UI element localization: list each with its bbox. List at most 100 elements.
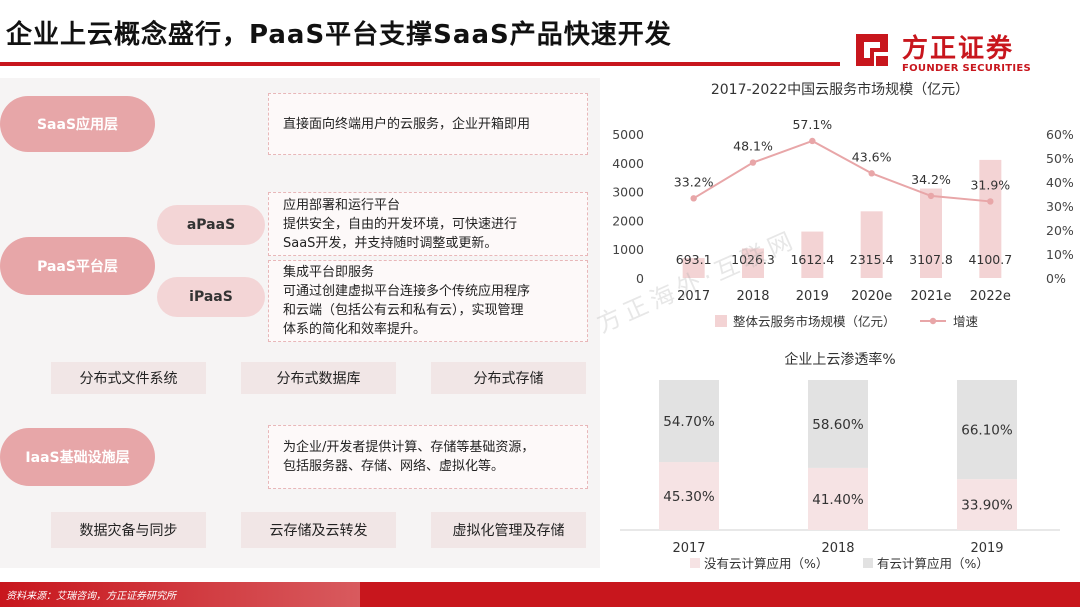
apaas-desc-box: 应用部署和运行平台 提供安全，自由的开发环境，可快速进行 SaaS开发，并支持随… <box>268 192 588 256</box>
y-right-tick-label: 20% <box>1046 223 1074 238</box>
bar-value-label: 3107.8 <box>909 252 953 267</box>
segment-value-label: 41.40% <box>812 492 864 508</box>
bar-value-label: 2315.4 <box>850 252 894 267</box>
apaas-desc-line: 应用部署和运行平台 <box>283 197 401 213</box>
iaas-desc-box: 为企业/开发者提供计算、存储等基础资源， 包括服务器、存储、网络、虚拟化等。 <box>268 425 588 489</box>
legend-swatch-bar <box>715 315 727 327</box>
y-right-tick-label: 10% <box>1046 247 1074 262</box>
growth-point <box>690 195 697 202</box>
saas-layer-label: SaaS应用层 <box>36 117 119 133</box>
segment-value-label: 66.10% <box>961 423 1013 439</box>
cloud-market-size-chart: 2017-2022中国云服务市场规模（亿元） 0 1000 2000 3000 4000 5… <box>612 81 1074 329</box>
stacked-bar-segment <box>957 479 1017 530</box>
segment-value-label: 54.70% <box>663 414 715 430</box>
apaas-label: aPaaS <box>186 217 236 233</box>
stacked-bar-segment <box>957 380 1017 480</box>
segment-value-label: 45.30% <box>663 489 715 505</box>
chart-title: 企业上云渗透率% <box>784 351 895 368</box>
x-tick-label: 2017 <box>677 289 710 304</box>
y-left-tick-label: 3000 <box>612 185 644 200</box>
iaas-tag: 数据灾备与同步 <box>51 512 206 548</box>
footer-gradient <box>0 582 360 607</box>
logo-cn-text: 方正证券 <box>902 34 1015 64</box>
y-right-tick-label: 60% <box>1046 127 1074 142</box>
paas-tag: 分布式文件系统 <box>51 362 206 394</box>
legend-label: 整体云服务市场规模（亿元） <box>733 314 896 329</box>
apaas-pill: aPaaS <box>157 205 265 245</box>
growth-point <box>927 192 935 200</box>
legend-label: 没有云计算应用（%） <box>704 556 828 571</box>
y-left-tick-label: 4000 <box>612 156 644 171</box>
growth-point <box>749 159 757 166</box>
growth-value-label: 33.2% <box>674 174 714 189</box>
ipaas-desc-line: 和云端（包括公有云和私有云），实现管理 <box>283 303 524 318</box>
bar-value-label: 1612.4 <box>790 252 834 267</box>
growth-line <box>693 139 991 203</box>
growth-value-label: 34.2% <box>911 172 951 187</box>
page-title: 企业上云概念盛行，PaaS平台支撑SaaS产品快速开发 <box>6 20 672 50</box>
x-tick-label: 2019 <box>796 289 829 304</box>
segment-value-label: 58.60% <box>812 417 864 433</box>
iaas-tag: 云存储及云转发 <box>241 512 396 548</box>
stacked-bar-segment <box>808 380 868 468</box>
stacked-bar-segment <box>808 467 868 530</box>
x-tick-label: 2022e <box>970 289 1011 304</box>
logo-en-text: FOUNDER SECURITIES <box>902 63 1032 74</box>
market-size-bar <box>920 188 942 278</box>
legend-swatch <box>690 558 700 568</box>
market-size-bar <box>979 159 1002 278</box>
market-size-bar <box>742 248 764 278</box>
y-left-tick-label: 1000 <box>612 242 644 257</box>
growth-value-label: 48.1% <box>733 139 773 154</box>
cloud-penetration-chart: 企业上云渗透率% 45.30% 54.70% 2017 41.40% 58.60% 2018… <box>620 351 1060 571</box>
iaas-desc-line: 为企业/开发者提供计算、存储等基础资源， <box>283 440 535 455</box>
growth-point <box>809 137 816 145</box>
paas-tag: 分布式存储 <box>431 362 586 394</box>
x-tick-label: 2017 <box>672 541 705 556</box>
ipaas-label: iPaaS <box>189 289 233 305</box>
saas-desc-box: 直接面向终端用户的云服务，企业开箱即用 <box>268 93 588 155</box>
ipaas-desc-line: 可通过创建虚拟平台连接多个传统应用程序 <box>283 284 531 299</box>
y-left-tick-label: 5000 <box>612 127 644 142</box>
legend-swatch-point <box>929 317 937 325</box>
y-right-tick-label: 40% <box>1046 175 1074 190</box>
company-logo: 方正证券 FOUNDER SECURITIES <box>852 26 1042 78</box>
market-size-bar <box>682 258 705 278</box>
paas-tag: 分布式数据库 <box>241 362 396 394</box>
apaas-desc-line: SaaS开发，并支持随时调整或更新。 <box>283 235 498 251</box>
apaas-desc-line: 提供安全，自由的开发环境，可快速进行 <box>283 216 518 232</box>
y-right-tick-label: 30% <box>1046 199 1074 214</box>
growth-point <box>987 198 994 205</box>
saas-desc-text: 直接面向终端用户的云服务，企业开箱即用 <box>283 116 531 132</box>
growth-point <box>868 170 875 177</box>
bar-value-label: 1026.3 <box>731 252 775 267</box>
legend-label: 增速 <box>953 314 979 329</box>
paas-layer-pill: PaaS平台层 <box>0 237 155 295</box>
stacked-bar-segment <box>659 380 719 463</box>
iaas-layer-label: IaaS基础设施层 <box>25 450 130 466</box>
source-note: 资料来源：艾瑞咨询，方正证券研究所 <box>6 591 176 602</box>
x-tick-label: 2021e <box>910 289 951 304</box>
y-left-tick-label: 0 <box>636 271 644 286</box>
y-left-tick-label: 2000 <box>612 213 644 228</box>
title-bar: 企业上云概念盛行，PaaS平台支撑SaaS产品快速开发 <box>0 0 1080 70</box>
legend-swatch <box>863 558 873 568</box>
iaas-desc-line: 包括服务器、存储、网络、虚拟化等。 <box>283 459 505 474</box>
legend-label: 有云计算应用（%） <box>877 556 989 571</box>
ipaas-desc-line: 体系的简化和效率提升。 <box>283 322 427 337</box>
x-tick-label: 2019 <box>970 541 1003 556</box>
chart-title: 2017-2022中国云服务市场规模（亿元） <box>711 81 969 98</box>
bar-value-label: 693.1 <box>676 252 712 267</box>
growth-value-label: 43.6% <box>852 149 892 164</box>
x-tick-label: 2020e <box>851 289 892 304</box>
paas-layer-label: PaaS平台层 <box>37 259 118 275</box>
iaas-tag: 虚拟化管理及存储 <box>431 512 586 548</box>
ipaas-pill: iPaaS <box>157 277 265 317</box>
ipaas-desc-box: 集成平台即服务 可通过创建虚拟平台连接多个传统应用程序 和云端（包括公有云和私有… <box>268 260 588 342</box>
founder-logo-icon <box>856 34 888 66</box>
market-size-bar <box>860 211 883 278</box>
growth-value-label: 31.9% <box>970 177 1010 192</box>
y-right-tick-label: 0% <box>1046 271 1066 286</box>
iaas-layer-pill: IaaS基础设施层 <box>0 428 155 486</box>
segment-value-label: 33.90% <box>961 498 1013 514</box>
